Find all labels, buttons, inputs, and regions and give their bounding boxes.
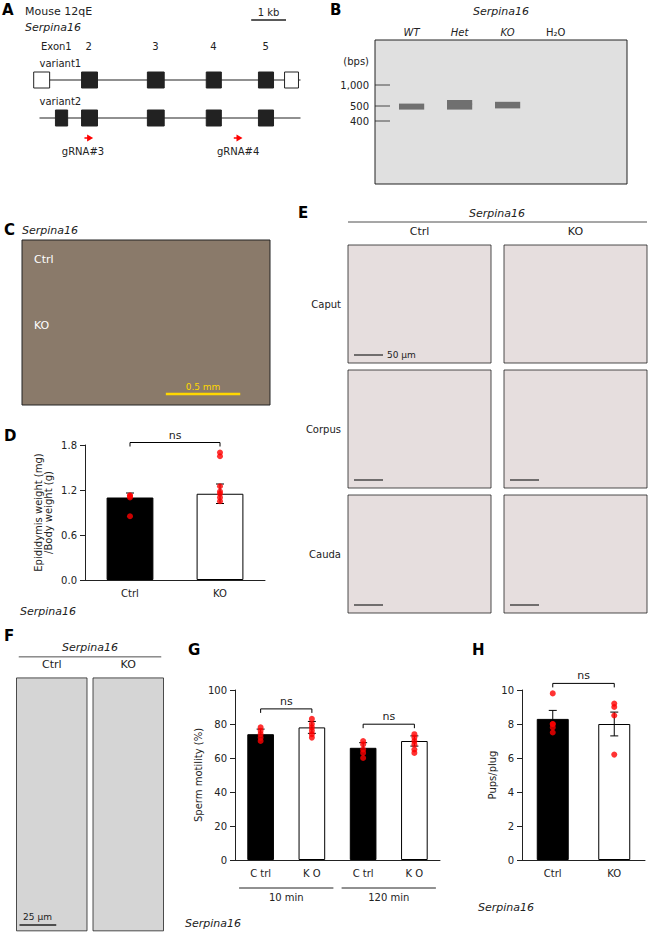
svg-text:Ctrl: Ctrl bbox=[34, 253, 54, 266]
svg-text:Sperm motility (%): Sperm motility (%) bbox=[193, 728, 204, 822]
svg-text:Serpina16: Serpina16 bbox=[473, 5, 529, 18]
svg-text:20: 20 bbox=[214, 821, 227, 832]
svg-text:Mouse 12qE: Mouse 12qE bbox=[25, 5, 92, 18]
svg-text:C trl: C trl bbox=[353, 868, 374, 879]
svg-text:C: C bbox=[4, 221, 15, 239]
svg-text:10 min: 10 min bbox=[269, 892, 304, 903]
svg-text:Serpina16: Serpina16 bbox=[478, 901, 534, 914]
svg-text:K O: K O bbox=[303, 868, 321, 879]
svg-text:4: 4 bbox=[508, 787, 514, 798]
svg-text:1 kb: 1 kb bbox=[258, 7, 280, 18]
svg-text:4: 4 bbox=[210, 41, 216, 52]
svg-text:K O: K O bbox=[406, 868, 424, 879]
svg-text:F: F bbox=[4, 627, 14, 645]
svg-text:60: 60 bbox=[214, 753, 227, 764]
svg-text:Ctrl: Ctrl bbox=[410, 225, 430, 238]
svg-text:120 min: 120 min bbox=[368, 892, 409, 903]
svg-text:1,000: 1,000 bbox=[340, 80, 369, 91]
svg-text:ns: ns bbox=[577, 669, 590, 682]
svg-text:400: 400 bbox=[350, 116, 369, 127]
svg-text:KO: KO bbox=[121, 658, 137, 671]
svg-text:KO: KO bbox=[607, 868, 621, 879]
svg-text:10: 10 bbox=[501, 685, 514, 696]
svg-text:2: 2 bbox=[508, 821, 514, 832]
svg-text:Serpina16: Serpina16 bbox=[469, 207, 525, 220]
svg-text:/Body weight (g): /Body weight (g) bbox=[43, 471, 54, 554]
svg-text:Exon1: Exon1 bbox=[41, 41, 72, 52]
svg-text:3: 3 bbox=[152, 41, 158, 52]
svg-text:2: 2 bbox=[86, 41, 92, 52]
svg-text:H: H bbox=[472, 641, 485, 659]
svg-text:Ctrl: Ctrl bbox=[121, 588, 139, 599]
svg-text:Serpina16: Serpina16 bbox=[20, 605, 76, 618]
svg-text:Serpina16: Serpina16 bbox=[25, 21, 81, 34]
svg-text:Serpina16: Serpina16 bbox=[22, 224, 78, 237]
svg-text:Serpina16: Serpina16 bbox=[62, 641, 118, 654]
svg-text:C trl: C trl bbox=[250, 868, 271, 879]
svg-text:1.8: 1.8 bbox=[61, 440, 77, 451]
svg-text:Ctrl: Ctrl bbox=[42, 658, 62, 671]
svg-text:KO: KO bbox=[568, 225, 584, 238]
svg-text:0: 0 bbox=[221, 855, 227, 866]
svg-text:Caput: Caput bbox=[311, 299, 341, 310]
svg-text:variant1: variant1 bbox=[40, 58, 82, 69]
svg-text:0: 0 bbox=[508, 855, 514, 866]
svg-text:gRNA#3: gRNA#3 bbox=[62, 146, 104, 157]
svg-text:ns: ns bbox=[169, 429, 182, 442]
svg-text:Ctrl: Ctrl bbox=[544, 868, 562, 879]
svg-text:0.5 mm: 0.5 mm bbox=[186, 382, 221, 392]
svg-text:ns: ns bbox=[280, 695, 293, 708]
svg-text:KO: KO bbox=[213, 588, 227, 599]
svg-text:80: 80 bbox=[214, 719, 227, 730]
svg-text:25 μm: 25 μm bbox=[23, 912, 52, 922]
svg-text:Serpina16: Serpina16 bbox=[185, 917, 241, 930]
svg-text:A: A bbox=[2, 1, 14, 19]
svg-text:(bps): (bps) bbox=[343, 56, 369, 67]
svg-text:Het: Het bbox=[451, 27, 470, 38]
svg-text:WT: WT bbox=[404, 27, 421, 38]
svg-text:variant2: variant2 bbox=[40, 96, 82, 107]
svg-text:KO: KO bbox=[34, 319, 50, 332]
svg-text:Epididymis weight (mg): Epididymis weight (mg) bbox=[32, 453, 44, 572]
svg-text:5: 5 bbox=[263, 41, 269, 52]
svg-text:ns: ns bbox=[382, 710, 395, 723]
svg-text:100: 100 bbox=[208, 685, 227, 696]
svg-text:500: 500 bbox=[350, 101, 369, 112]
svg-text:6: 6 bbox=[508, 753, 514, 764]
svg-text:H₂O: H₂O bbox=[546, 27, 566, 38]
svg-text:Cauda: Cauda bbox=[309, 549, 341, 560]
svg-text:Pups/plug: Pups/plug bbox=[487, 751, 498, 800]
svg-text:KO: KO bbox=[501, 27, 515, 38]
svg-text:0.0: 0.0 bbox=[61, 575, 77, 586]
svg-text:E: E bbox=[298, 204, 308, 222]
svg-text:G: G bbox=[188, 641, 200, 659]
svg-text:Corpus: Corpus bbox=[306, 424, 341, 435]
svg-text:B: B bbox=[330, 1, 341, 19]
svg-text:50 μm: 50 μm bbox=[387, 350, 416, 360]
svg-text:gRNA#4: gRNA#4 bbox=[217, 146, 259, 157]
svg-text:D: D bbox=[4, 427, 16, 445]
svg-text:40: 40 bbox=[214, 787, 227, 798]
svg-text:8: 8 bbox=[508, 719, 514, 730]
svg-text:1.2: 1.2 bbox=[61, 485, 77, 496]
svg-text:0.6: 0.6 bbox=[61, 530, 77, 541]
